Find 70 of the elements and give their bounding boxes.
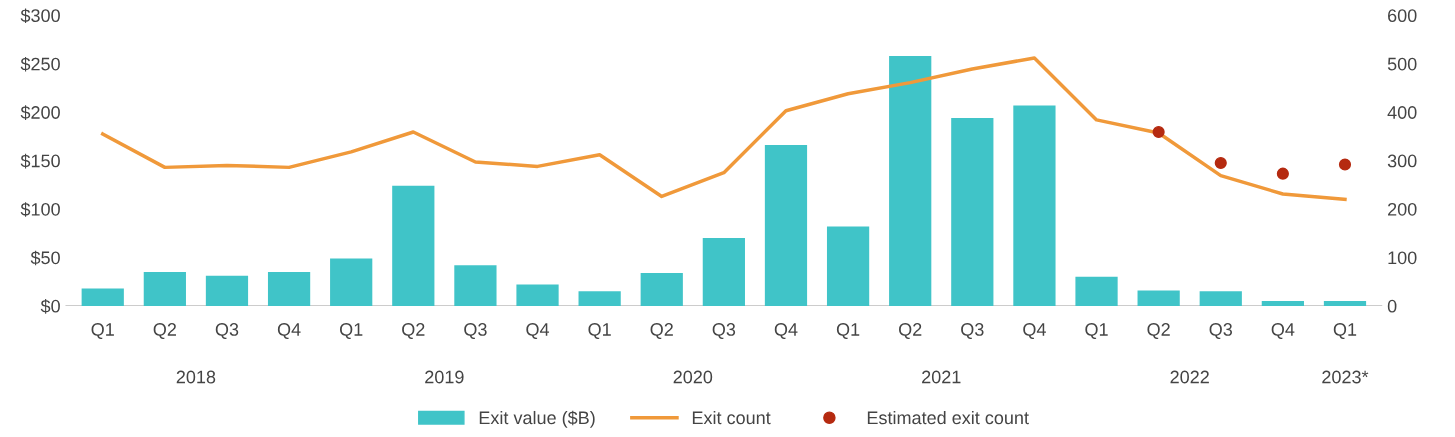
bar	[330, 258, 373, 306]
y2-tick-label: 0	[1387, 299, 1397, 313]
bar	[764, 145, 808, 306]
point	[1214, 156, 1227, 170]
point	[1152, 125, 1165, 139]
bar	[951, 117, 994, 306]
legend-label: Estimated exit count	[867, 410, 1029, 425]
text: 2020	[673, 370, 713, 384]
x-tick-label: Q3	[712, 323, 736, 340]
text: 2019	[425, 370, 464, 384]
bar	[143, 272, 186, 306]
text: 2023*	[1322, 370, 1369, 384]
x-tick-label: Q2	[899, 323, 922, 340]
x-tick-label: Q3	[215, 323, 239, 340]
text: 2022	[1170, 370, 1209, 384]
y2-tick-label: 500	[1387, 57, 1417, 71]
x-tick-label: Q3	[961, 323, 984, 340]
bar	[81, 288, 124, 306]
y2-tick-label: 100	[1388, 251, 1417, 265]
x-tick-label: Q2	[1147, 323, 1170, 340]
x-tick-label: Q2	[153, 323, 176, 340]
x-tick-label: Q1	[836, 323, 860, 340]
y-tick-label: $300	[20, 8, 60, 24]
legend-label: Exit count	[692, 410, 771, 425]
point	[1338, 158, 1352, 171]
bar	[267, 272, 311, 306]
bar	[454, 265, 497, 306]
x-tick-label: Q3	[1209, 323, 1233, 340]
bar	[1199, 291, 1242, 306]
x-tick-label: Q2	[650, 323, 673, 340]
bar	[578, 291, 621, 306]
bar	[640, 272, 683, 306]
x-tick-label: Q4	[774, 323, 798, 340]
x-tick-label: Q3	[464, 323, 487, 340]
y2-tick-label: 200	[1388, 202, 1417, 216]
x-tick-label: Q4	[277, 323, 301, 340]
y-tick-label: $0	[40, 299, 60, 314]
bar	[1013, 105, 1056, 306]
line-series	[101, 56, 1347, 202]
y2-tick-label: 400	[1387, 106, 1417, 119]
text: 2021	[922, 370, 961, 384]
bar	[392, 185, 435, 306]
bar	[1323, 301, 1367, 306]
bar	[889, 55, 932, 306]
bar	[516, 284, 559, 306]
y-tick-label: $200	[20, 105, 60, 120]
y2-tick-label: 600	[1388, 9, 1417, 23]
x-tick-label: Q1	[1333, 323, 1357, 340]
y-tick-label: $50	[30, 250, 60, 266]
y2-tick-label: 300	[1387, 154, 1417, 168]
x-tick-label: Q1	[1085, 323, 1108, 340]
x-tick-label: Q4	[526, 323, 550, 340]
bar	[702, 238, 745, 306]
x-tick-label: Q2	[402, 323, 425, 340]
y-tick-label: $150	[20, 153, 60, 169]
x-tick-label: Q4	[1023, 323, 1046, 340]
bar	[1075, 276, 1118, 306]
bar	[205, 275, 249, 306]
x-tick-label: Q1	[91, 323, 114, 340]
x-tick-label: Q1	[340, 323, 363, 340]
x-tick-label: Q1	[588, 323, 611, 340]
x-tick-label: Q4	[1271, 323, 1295, 340]
y-tick-label: $100	[20, 202, 60, 217]
bar	[826, 226, 870, 306]
legend-label: Exit value ($B)	[479, 410, 595, 428]
point	[1276, 167, 1289, 180]
bar	[1261, 301, 1304, 306]
text: 2018	[176, 370, 216, 384]
y-tick-label: $250	[20, 56, 60, 72]
bar	[1137, 290, 1180, 306]
